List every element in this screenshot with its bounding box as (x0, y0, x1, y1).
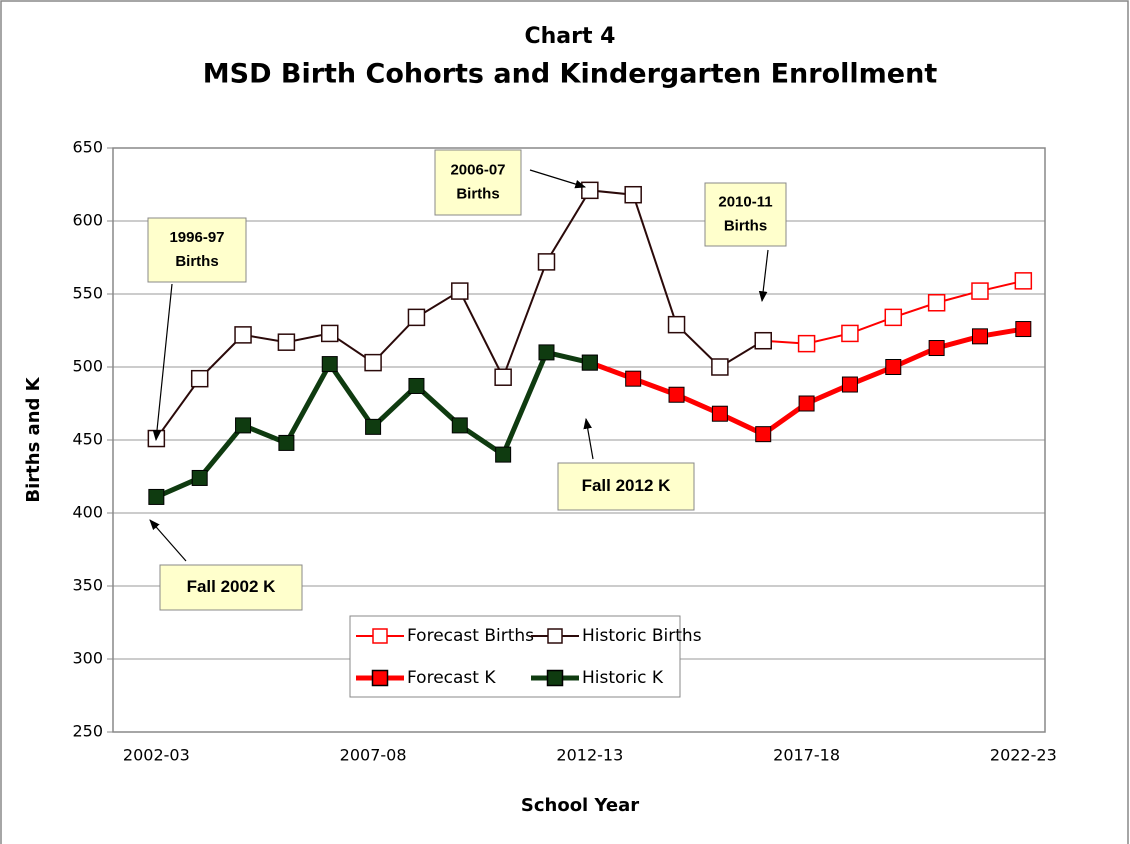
annotation-text: 2006-07 (450, 161, 505, 178)
legend-marker (547, 628, 563, 644)
marker (797, 334, 816, 353)
annotation-box (147, 217, 247, 283)
series (581, 321, 1032, 443)
marker (928, 340, 945, 357)
marker (191, 469, 208, 486)
marker (408, 377, 425, 394)
marker (711, 405, 728, 422)
marker (451, 282, 469, 300)
marker (755, 426, 772, 443)
annotation-text: Fall 2002 K (187, 577, 277, 596)
marker (537, 253, 556, 271)
x-tick-label: 2002-03 (123, 746, 190, 765)
annotation-text: Fall 2012 K (582, 476, 672, 495)
marker (494, 368, 512, 386)
series (148, 344, 598, 505)
chart-subtitle: MSD Birth Cohorts and Kindergarten Enrol… (203, 59, 938, 90)
legend-label: Forecast K (407, 668, 496, 688)
y-tick-label: 550 (72, 284, 103, 303)
marker (407, 308, 426, 327)
marker (885, 359, 902, 375)
annotation-text: Births (456, 185, 499, 202)
marker (668, 386, 685, 403)
x-tick-label: 2007-08 (340, 746, 407, 765)
legend (349, 615, 681, 698)
marker (1014, 272, 1033, 290)
legend-label: Historic K (582, 668, 664, 688)
marker (841, 324, 859, 343)
annotation-arrow (583, 417, 594, 460)
marker (365, 418, 382, 435)
marker (495, 446, 512, 463)
annotation-text: Births (175, 253, 218, 270)
y-tick-label: 400 (72, 503, 103, 522)
marker (711, 358, 729, 376)
annotation-arrow (149, 519, 187, 562)
y-tick-label: 300 (72, 649, 103, 668)
annotation-text: 1996-97 (169, 229, 224, 246)
series (754, 272, 1033, 353)
annotation-arrow (758, 249, 769, 303)
marker (364, 353, 382, 372)
marker (321, 356, 338, 373)
legend-marker (372, 628, 388, 644)
marker (667, 315, 686, 334)
marker (971, 282, 989, 300)
y-tick-label: 450 (72, 430, 103, 449)
marker (927, 294, 946, 312)
marker (624, 185, 642, 204)
marker (190, 369, 209, 388)
annotation-box (557, 462, 695, 511)
x-tick-label: 2017-18 (773, 746, 840, 765)
marker (277, 333, 296, 351)
marker (538, 344, 555, 361)
annotation-arrow (152, 283, 173, 442)
marker (754, 331, 772, 350)
plot-area (112, 147, 1046, 733)
annotation-box (434, 149, 522, 216)
marker (971, 328, 988, 345)
marker (798, 395, 815, 412)
annotation-text: Births (724, 217, 767, 234)
marker (884, 308, 903, 327)
annotation-arrow (529, 169, 587, 189)
annotation-box (704, 182, 787, 247)
chart-title: Chart 4 (525, 24, 616, 49)
x-tick-label: 2012-13 (556, 746, 623, 765)
marker (148, 488, 165, 505)
y-tick-label: 350 (72, 576, 103, 595)
marker (841, 376, 858, 393)
marker (581, 181, 599, 200)
marker (451, 417, 468, 434)
x-tick-label: 2022-23 (990, 746, 1057, 765)
x-axis-title: School Year (521, 795, 639, 816)
annotation-text: 2010-11 (718, 193, 772, 210)
legend-marker (546, 669, 564, 687)
marker (234, 326, 252, 344)
marker (1015, 321, 1032, 338)
legend-marker (371, 669, 389, 687)
y-tick-label: 250 (72, 722, 103, 741)
marker (235, 417, 252, 434)
legend-label: Historic Births (582, 626, 702, 646)
marker (320, 324, 339, 343)
y-tick-label: 650 (72, 138, 103, 157)
legend-label: Forecast Births (407, 626, 534, 646)
annotation-box (159, 564, 303, 611)
marker (581, 354, 598, 371)
y-tick-label: 600 (72, 211, 103, 230)
marker (625, 370, 642, 387)
y-axis-title: Births and K (23, 376, 44, 502)
marker (278, 434, 295, 451)
y-tick-label: 500 (72, 357, 103, 376)
